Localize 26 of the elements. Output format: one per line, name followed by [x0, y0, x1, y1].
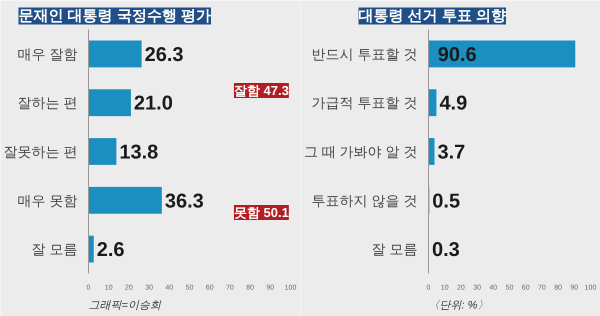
annotation: 못함 50.1	[234, 205, 289, 220]
y-tick-label: 잘하는 편	[18, 94, 78, 111]
data-label: 0.3	[432, 239, 460, 262]
annotation: 잘함 47.3	[234, 83, 289, 98]
data-label: 26.3	[144, 44, 184, 66]
data-label: 21.0	[134, 92, 173, 115]
y-tick-label: 잘 모름	[32, 241, 78, 258]
y-tick-label: 투표하지 않을 것	[312, 192, 418, 208]
data-label: 3.7	[437, 142, 466, 164]
data-label: 0.5	[432, 190, 460, 212]
y-tick-label: 가급적 투표할 것	[312, 94, 418, 111]
data-label: 13.8	[119, 142, 158, 164]
chart-title: 문재인 대통령 국정수행 평가	[18, 8, 212, 24]
data-label: 36.3	[164, 190, 204, 212]
text: 그래픽=이승희	[88, 300, 162, 312]
chart-title: 대통령 선거 투표 의향	[358, 8, 506, 24]
y-tick-label: 매우 잘함	[18, 46, 78, 62]
y-tick-label: 반드시 투표할 것	[312, 46, 418, 62]
data-label: 4.9	[439, 92, 468, 115]
text: 〈단위: %〉	[428, 300, 488, 312]
data-label: 90.6	[438, 44, 477, 66]
y-tick-label: 잘 모름	[372, 241, 418, 258]
y-tick-label: 그 때 가봐야 알 것	[304, 144, 418, 160]
y-tick-label: 잘못하는 편	[4, 144, 78, 160]
data-label: 2.6	[96, 239, 125, 262]
y-tick-label: 매우 못함	[18, 192, 78, 208]
